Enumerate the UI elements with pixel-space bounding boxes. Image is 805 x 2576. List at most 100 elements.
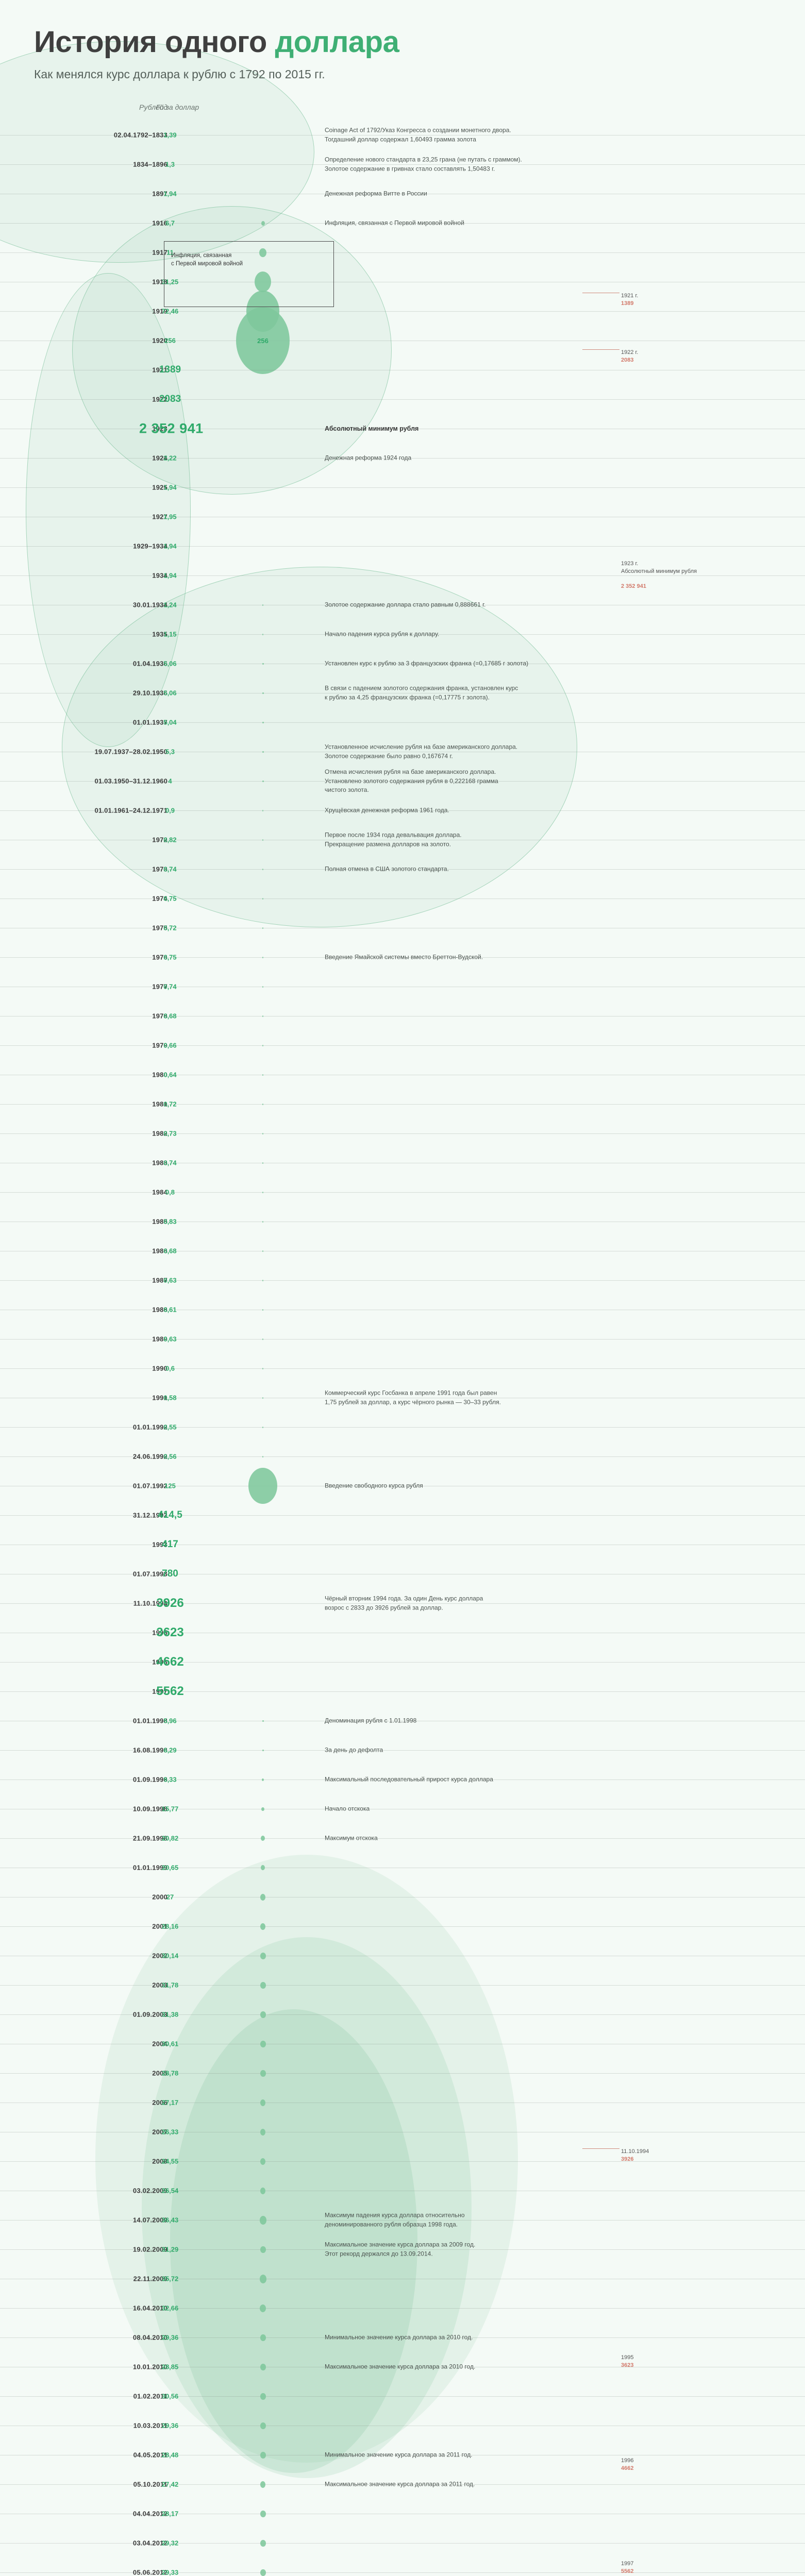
row-rate: 32,66 (161, 2304, 179, 2312)
row-rate: 27 (166, 1893, 174, 1901)
row-year: 11.10.1994 (133, 1599, 167, 1607)
marker-1996-year: 1996 (621, 2457, 634, 2464)
row-rate: 0,8 (165, 1188, 175, 1196)
row-year: 2002 (152, 1952, 167, 1960)
row-rate: 24,55 (161, 2157, 179, 2165)
row-year: 1920 (152, 336, 167, 345)
row-note: Установлен курс к рублю за 3 французских… (325, 659, 529, 667)
row-gridline (0, 2249, 805, 2250)
row-year: 04.04.2012 (132, 2510, 167, 2518)
row-year: 14.07.2009 (132, 2216, 167, 2224)
row-rate: 1,94 (163, 542, 177, 550)
row-rate: 27,17 (161, 2098, 179, 2107)
row-gridline (0, 1045, 805, 1046)
table-row: 1916 6,7 Инфляция, связанная с Первой миро… (0, 209, 805, 238)
rate-bubble (260, 1952, 266, 1960)
row-year: 02.04.1792–1833 (113, 131, 167, 139)
row-rate: 0,9 (165, 806, 175, 815)
row-note: Максимальное значение курса доллара за 2… (325, 2363, 476, 2370)
row-note: Денежная реформа Витте в России (325, 190, 427, 197)
row-gridline (0, 1456, 805, 1458)
table-row: 2002 30,14 (0, 1941, 805, 1971)
row-gridline (0, 546, 805, 547)
row-gridline (0, 164, 805, 165)
row-rate: 31,78 (161, 1981, 179, 1989)
rate-bubble (260, 2129, 265, 2136)
row-note: Коммерческий курс Госбанка в апреле 1991… (325, 1389, 501, 1406)
row-rate: 28,17 (161, 2510, 179, 2518)
row-year: 10.01.2010 (132, 2363, 167, 2371)
rate-bubble (260, 2481, 265, 2488)
table-row: 1975 0,72 (0, 913, 805, 943)
row-gridline (0, 1427, 805, 1428)
table-row: 1917 11 (0, 238, 805, 267)
rate-bubble (262, 1427, 263, 1428)
row-year: 1921 (152, 366, 167, 374)
row-rate: 30,14 (161, 1952, 179, 1960)
marker-1996: 1996 4662 (621, 2449, 633, 2480)
row-gridline (0, 1603, 805, 1604)
row-year: 1983 (152, 1159, 167, 1167)
rate-bubble (261, 1807, 264, 1811)
row-gridline (0, 2308, 805, 2309)
row-rate: 29,33 (161, 2568, 179, 2576)
table-row: 1981 0,72 (0, 1090, 805, 1119)
row-rate: 1,95 (163, 513, 177, 521)
row-year: 1916 (152, 219, 167, 227)
rate-bubble (260, 2011, 266, 2019)
row-rate: 0,68 (163, 1247, 177, 1255)
row-rate: 0,74 (163, 865, 177, 873)
row-note: Хрущёвская денежная реформа 1961 года. (325, 806, 449, 814)
rate-bubble (262, 1720, 264, 1722)
marker-line-1922 (582, 349, 619, 350)
table-row: 1923 2 352 941 Абсолютный минимум рубля (0, 414, 805, 444)
row-note: Максимальное значение курса доллара за 2… (325, 2241, 476, 2258)
rate-bubble (262, 1104, 263, 1105)
table-row: 1919 72,46 (0, 291, 805, 332)
table-row: 1934 1,94 (0, 561, 805, 590)
row-year: 03.04.2012 (132, 2539, 167, 2547)
row-year: 1917 (152, 248, 167, 257)
marker-1996-value: 4662 (621, 2465, 634, 2471)
row-year: 1989 (152, 1335, 167, 1343)
row-rate: 0,73 (163, 1129, 177, 1138)
table-row: 1918 31,25 (0, 267, 805, 297)
row-rate: 2083 (159, 394, 181, 405)
row-year: 01.07.1992 (132, 1482, 167, 1490)
row-gridline (0, 1104, 805, 1105)
row-rate: 30,61 (161, 2040, 179, 2048)
row-gridline (0, 2543, 805, 2544)
table-row: 01.09.1998 9,33 Максимальный последователь… (0, 1765, 805, 1794)
row-gridline (0, 1133, 805, 1134)
rate-bubble (260, 2246, 266, 2253)
table-row: 11.10.1994 3926 Чёрный вторник 1994 года. … (0, 1589, 805, 1618)
row-year: 1981 (152, 1100, 167, 1108)
row-note: Отмена исчисления рубля на базе американ… (325, 768, 498, 794)
table-row: 2003 31,78 (0, 1971, 805, 2000)
rate-bubble (262, 1749, 264, 1752)
rate-bubble (260, 2393, 266, 2400)
row-year: 1935 (152, 630, 167, 638)
row-rate: 28,16 (161, 1922, 179, 1930)
row-year: 1973 (152, 865, 167, 873)
row-gridline (0, 1662, 805, 1663)
table-row: 1929–1934 1,94 (0, 532, 805, 561)
table-row: 10.09.1998 15,77 Начало отскока (0, 1794, 805, 1824)
row-gridline (0, 2220, 805, 2221)
table-row: 02.04.1792–1833 1,39 Coinage Act of 1792/У… (0, 121, 805, 150)
marker-1923: 1923 г. Абсолютный минимум рубля 2 352 9… (621, 552, 697, 598)
table-row: 01.01.1999 20,65 (0, 1853, 805, 1883)
row-year: 2004 (152, 2040, 167, 2048)
rate-bubble (262, 1192, 263, 1193)
table-row: 2004 30,61 (0, 2029, 805, 2059)
row-rate: 0,74 (163, 1159, 177, 1167)
rate-bubble (248, 1468, 277, 1504)
table-row: 05.06.2012 29,33 (0, 2558, 805, 2576)
table-row: 2000 27 (0, 1883, 805, 1912)
row-year: 21.09.1998 (132, 1834, 167, 1842)
table-row: 1980 0,64 (0, 1060, 805, 1090)
marker-1921: 1921 г. 1389 (621, 284, 638, 315)
row-rate: 0,75 (163, 953, 177, 961)
rate-bubble (260, 2070, 266, 2077)
row-rate: 5,3 (165, 748, 175, 756)
